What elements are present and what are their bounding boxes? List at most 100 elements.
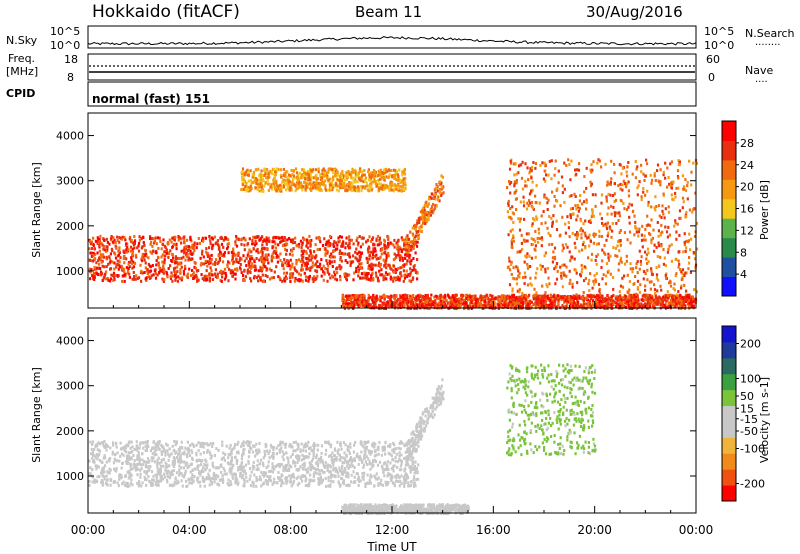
echo-cell [622, 179, 625, 183]
echo-cell [241, 167, 245, 171]
echo-cell [518, 290, 521, 294]
echo-cell [292, 238, 295, 242]
echo-cell [302, 259, 305, 263]
echo-cell [398, 277, 401, 281]
echo-cell [361, 185, 365, 189]
echo-cell [145, 277, 148, 281]
echo-cell [274, 173, 277, 177]
echo-cell [557, 301, 560, 305]
echo-cell [359, 295, 362, 299]
echo-cell [652, 228, 655, 232]
echo-cell [649, 305, 652, 309]
echo-cell [105, 255, 108, 259]
nsky-right-bottom-tick: 10^0 [704, 39, 734, 52]
echo-cell [656, 169, 659, 173]
echo-cell [644, 288, 647, 292]
echo-cell [129, 245, 133, 249]
echo-cell [496, 302, 499, 306]
echo-cell [264, 172, 267, 176]
echo-cell [351, 167, 354, 171]
echo-cell [330, 168, 334, 172]
echo-cell [370, 262, 373, 266]
echo-cell [541, 294, 544, 298]
echo-cell [323, 237, 326, 241]
echo-cell [384, 167, 388, 171]
echo-cell [241, 172, 244, 176]
echo-cell [588, 302, 591, 306]
echo-cell [110, 235, 113, 238]
echo-cell [370, 188, 373, 192]
echo-cell [264, 274, 267, 277]
echo-cell [433, 295, 436, 299]
echo-cell [356, 258, 359, 262]
echo-cell [411, 301, 414, 305]
freq-bottom-tick: 8 [67, 71, 74, 84]
echo-cell [149, 269, 153, 273]
echo-cell [619, 239, 622, 242]
echo-cell [627, 291, 630, 295]
echo-cell [205, 278, 208, 282]
echo-cell [187, 256, 190, 260]
echo-cell [580, 232, 583, 236]
echo-cell [137, 276, 141, 280]
echo-cell [333, 168, 336, 172]
echo-cell [668, 182, 671, 186]
echo-cell [183, 235, 186, 239]
echo-cell [292, 169, 295, 173]
echo-cell [575, 293, 578, 297]
echo-cell [407, 273, 410, 277]
echo-cell [129, 235, 132, 239]
echo-cell [590, 182, 593, 186]
echo-cell [591, 168, 594, 172]
echo-cell [294, 276, 297, 280]
echo-cell [351, 260, 355, 264]
echo-cell [617, 268, 620, 272]
echo-cell [362, 276, 366, 280]
echo-cell [574, 233, 577, 237]
echo-cell [636, 186, 639, 190]
echo-cell [585, 207, 588, 211]
echo-cell [137, 244, 140, 248]
echo-cell [372, 250, 375, 254]
echo-cell [463, 301, 466, 305]
echo-cell [548, 303, 551, 307]
echo-cell [107, 278, 110, 282]
echo-cell [654, 296, 658, 300]
echo-cell [96, 241, 99, 245]
echo-cell [336, 173, 339, 177]
echo-cell [149, 242, 152, 246]
echo-cell [590, 163, 593, 167]
echo-cell [664, 302, 667, 306]
echo-cell [325, 250, 328, 254]
echo-cell [548, 215, 551, 218]
echo-cell [189, 238, 192, 242]
echo-cell [368, 254, 371, 258]
echo-cell [342, 172, 345, 176]
echo-cell [380, 268, 383, 272]
echo-cell [559, 265, 562, 269]
echo-cell [317, 167, 320, 171]
echo-cell [179, 271, 182, 275]
echo-cell [193, 248, 196, 252]
echo-cell [130, 256, 133, 260]
echo-cell [481, 295, 484, 299]
echo-cell [692, 208, 695, 212]
echo-cell [359, 276, 362, 280]
echo-cell [408, 253, 411, 257]
echo-cell [645, 257, 648, 261]
echo-cell [102, 253, 105, 257]
echo-cell [281, 261, 284, 265]
echo-cell [631, 305, 634, 309]
echo-cell [667, 247, 670, 251]
echo-cell [372, 168, 375, 172]
echo-cell [98, 239, 101, 243]
echo-cell [597, 301, 601, 305]
echo-cell [300, 246, 303, 249]
echo-cell [203, 275, 206, 279]
echo-cell [515, 188, 518, 192]
echo-cell [308, 258, 311, 262]
echo-cell [591, 302, 594, 306]
echo-cell [174, 261, 177, 265]
echo-cell [367, 304, 370, 308]
echo-cell [425, 200, 428, 204]
